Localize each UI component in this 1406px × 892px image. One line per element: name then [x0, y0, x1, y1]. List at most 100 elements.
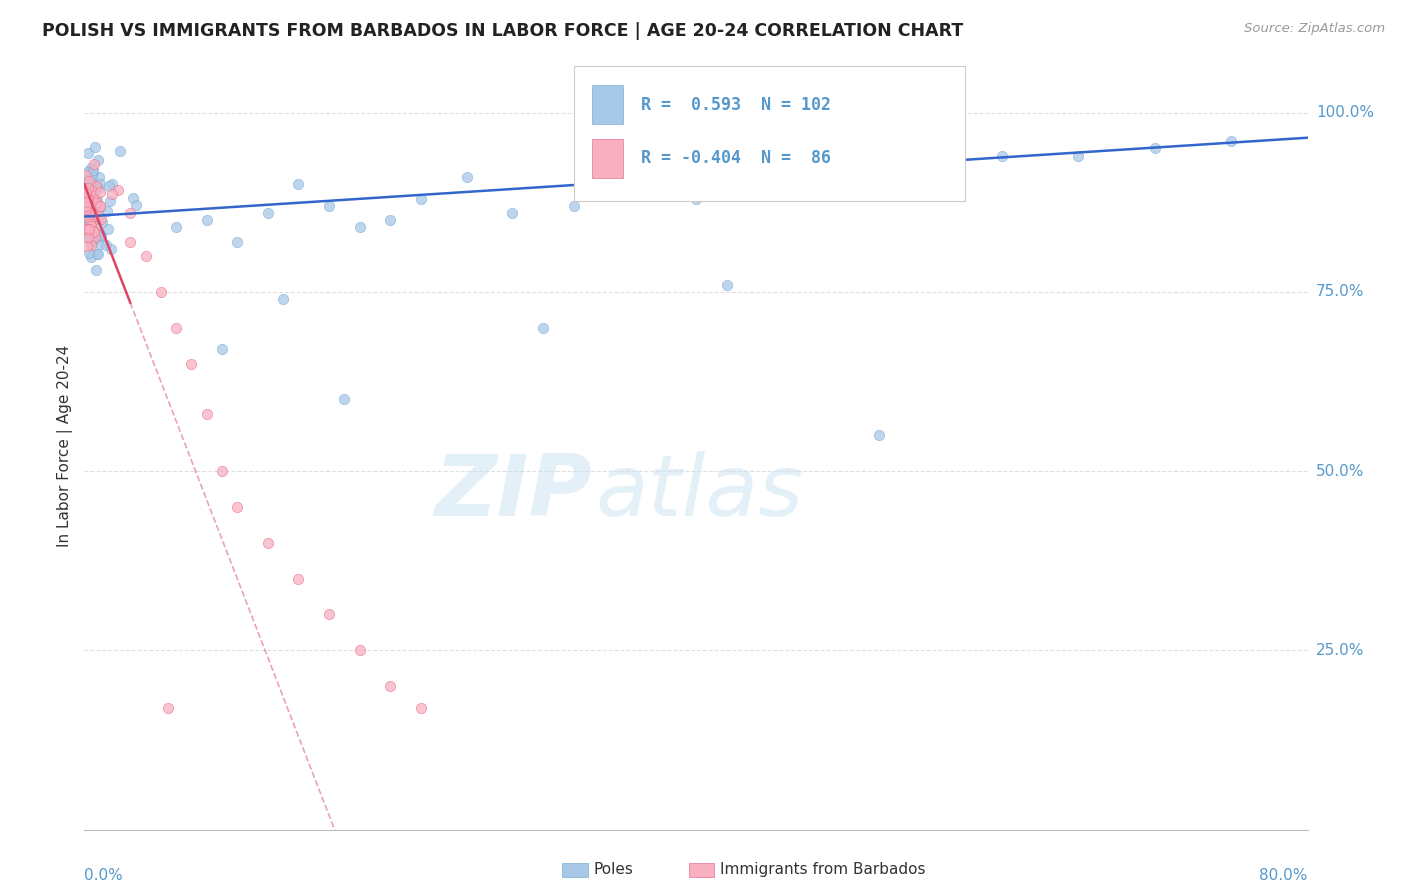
Point [75, 168, 97, 182]
Point [82, 224, 104, 238]
Point [86, 196, 108, 211]
Point [89, 199, 111, 213]
Point [82, 189, 104, 203]
Point [108, 145, 131, 159]
Point [76, 164, 98, 178]
Point [157, 700, 180, 714]
Point [75, 196, 97, 211]
Point [91, 215, 114, 229]
Point [180, 357, 202, 371]
Point [82, 163, 104, 178]
Point [83, 230, 105, 244]
Point [86, 179, 108, 194]
Point [83, 179, 105, 194]
Point [79, 211, 101, 226]
Point [409, 700, 432, 714]
Point [125, 198, 148, 212]
Point [135, 249, 157, 263]
Point [77, 219, 100, 234]
Point [77, 179, 100, 194]
Point [87, 153, 110, 167]
Point [380, 679, 402, 693]
Point [83, 230, 105, 244]
Point [226, 500, 249, 514]
Point [82, 204, 104, 219]
Point [75, 183, 97, 197]
Point [287, 178, 309, 192]
Point [149, 285, 172, 299]
Point [83, 225, 105, 239]
Point [75, 210, 97, 224]
Point [80, 201, 103, 215]
Point [89, 227, 111, 241]
Point [75, 183, 97, 197]
Point [80, 220, 103, 235]
Point [80, 236, 103, 251]
Point [77, 186, 100, 201]
Point [77, 192, 100, 206]
Point [75, 200, 97, 214]
Point [287, 572, 309, 586]
Point [75, 206, 97, 220]
Text: Source: ZipAtlas.com: Source: ZipAtlas.com [1244, 22, 1385, 36]
Point [75, 203, 97, 218]
Point [165, 320, 187, 334]
Point [89, 227, 111, 242]
Point [89, 199, 111, 213]
Point [90, 212, 112, 227]
Point [76, 239, 98, 253]
Point [409, 192, 432, 206]
Point [83, 210, 105, 224]
Point [77, 202, 100, 217]
Point [83, 157, 105, 171]
Point [89, 177, 111, 191]
Text: ZIP: ZIP [434, 450, 592, 533]
Point [75, 200, 97, 214]
Point [79, 203, 101, 218]
Point [76, 221, 98, 235]
Point [96, 204, 118, 219]
Point [318, 199, 340, 213]
Point [1067, 148, 1090, 162]
Point [90, 228, 112, 243]
Point [75, 211, 97, 225]
Point [79, 200, 101, 214]
Point [349, 220, 371, 235]
Point [75, 193, 97, 207]
Point [257, 536, 280, 550]
Text: 25.0%: 25.0% [1316, 643, 1364, 657]
Point [79, 197, 101, 211]
Point [75, 201, 97, 215]
Point [75, 222, 97, 236]
Point [75, 189, 97, 203]
Point [75, 202, 97, 216]
Point [79, 218, 101, 232]
Text: 100.0%: 100.0% [1316, 105, 1374, 120]
Point [685, 192, 707, 206]
Point [98, 179, 121, 194]
Point [77, 204, 100, 219]
Point [838, 163, 860, 178]
Text: 0.0%: 0.0% [84, 869, 124, 883]
Point [79, 212, 101, 227]
Point [226, 235, 249, 249]
Point [86, 182, 108, 196]
Point [82, 211, 104, 226]
Point [75, 194, 97, 209]
Point [83, 228, 105, 243]
Point [86, 194, 108, 208]
Point [76, 189, 98, 203]
Text: R = -0.404  N =  86: R = -0.404 N = 86 [641, 149, 831, 168]
Point [86, 247, 108, 261]
Point [77, 200, 100, 214]
Point [96, 222, 118, 236]
Point [257, 206, 280, 220]
Point [80, 172, 103, 186]
Point [914, 156, 936, 170]
Point [77, 225, 100, 239]
Point [80, 233, 103, 247]
Point [87, 181, 110, 195]
Point [83, 193, 105, 207]
Point [76, 197, 98, 211]
Point [82, 186, 104, 200]
